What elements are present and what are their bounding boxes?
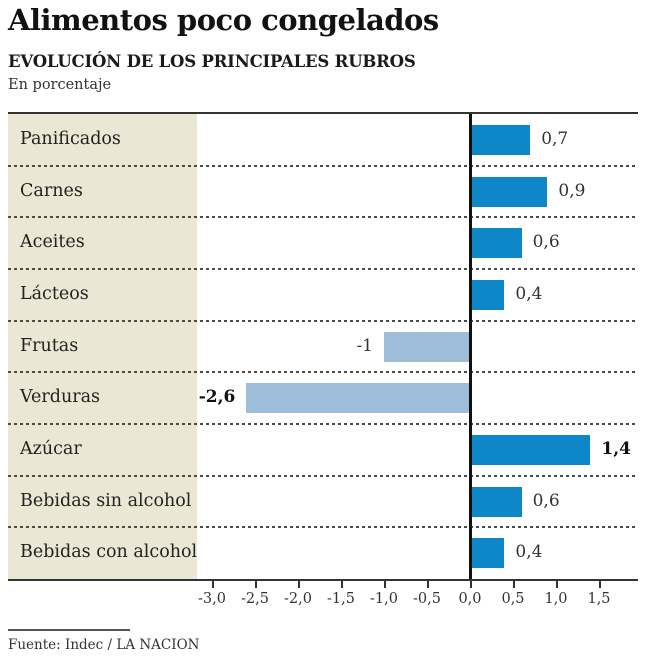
bar	[470, 176, 548, 207]
bar	[470, 434, 591, 465]
x-axis-tick-label: 1,5	[587, 591, 611, 607]
footer-rule	[8, 629, 130, 631]
chart-top-rule	[8, 112, 638, 114]
row-separator	[8, 371, 638, 374]
category-label: Verduras	[20, 387, 101, 408]
row-separator	[8, 268, 638, 270]
x-axis-tick	[427, 581, 429, 588]
row-separator	[8, 474, 638, 477]
x-axis-tick-label: -2,5	[241, 591, 269, 607]
x-axis-tick-label: -1,0	[370, 591, 398, 607]
category-label: Aceites	[20, 232, 85, 253]
category-label: Frutas	[20, 335, 79, 356]
x-axis-tick	[255, 581, 257, 588]
category-label: Bebidas con alcohol	[20, 542, 198, 563]
bar	[470, 228, 522, 259]
bar	[470, 124, 531, 155]
x-axis-tick-label: -3,0	[198, 591, 226, 607]
x-axis: -3,0 -2,5 -2,0 -1,5 -1,0 -0,5 0,0 0,5 1,0 1,5	[8, 581, 638, 615]
bar	[470, 538, 505, 569]
value-label: 0,6	[532, 490, 560, 511]
chart-bottom-rule	[8, 579, 638, 581]
row-separator	[8, 423, 638, 425]
bar	[470, 279, 505, 310]
value-label: -1	[356, 335, 373, 356]
page-title: Alimentos poco congelados	[8, 3, 439, 37]
zero-axis-line	[469, 114, 472, 581]
x-axis-tick	[212, 581, 214, 588]
category-label: Lácteos	[20, 284, 89, 304]
bar	[246, 383, 470, 414]
row-separator	[8, 164, 638, 167]
x-axis-tick	[556, 581, 558, 588]
x-axis-tick	[599, 581, 601, 588]
x-axis-tick	[341, 581, 343, 588]
row-separator	[8, 319, 638, 322]
x-axis-tick-label: -2,0	[284, 591, 312, 607]
x-axis-tick	[470, 581, 472, 588]
category-label: Bebidas sin alcohol	[20, 490, 192, 511]
chart-subtitle: EVOLUCIÓN DE LOS PRINCIPALES RUBROS	[8, 52, 416, 71]
unit-label: En porcentaje	[8, 77, 112, 93]
x-axis-tick	[298, 581, 300, 588]
category-column-bg	[8, 114, 197, 579]
x-axis-tick-label: -1,5	[327, 591, 355, 607]
value-label: -2,6	[198, 387, 236, 408]
x-axis-tick-label: 0,0	[458, 591, 482, 607]
x-axis-tick-label: -0,5	[413, 591, 441, 607]
value-label: 0,9	[558, 180, 586, 201]
value-label: 0,4	[515, 542, 543, 563]
value-label: 0,7	[541, 129, 569, 149]
category-label: Azúcar	[20, 439, 82, 459]
x-axis-tick	[384, 581, 386, 588]
value-label: 1,4	[601, 439, 631, 459]
category-label: Carnes	[20, 180, 83, 201]
bar	[384, 331, 470, 362]
x-axis-tick-label: 0,5	[501, 591, 525, 607]
x-axis-tick-label: 1,0	[544, 591, 568, 607]
value-label: 0,4	[515, 284, 543, 304]
value-label: 0,6	[532, 232, 560, 253]
bar-chart-plot: Panificados 0,7 Carnes 0,9 Aceites 0,6 Lácteos…	[8, 114, 638, 581]
bar	[470, 486, 522, 517]
row-separator	[8, 216, 638, 219]
row-separator	[8, 526, 638, 529]
source-credit: Fuente: Indec / LA NACION	[8, 637, 200, 653]
x-axis-tick	[513, 581, 515, 588]
category-label: Panificados	[20, 129, 121, 149]
